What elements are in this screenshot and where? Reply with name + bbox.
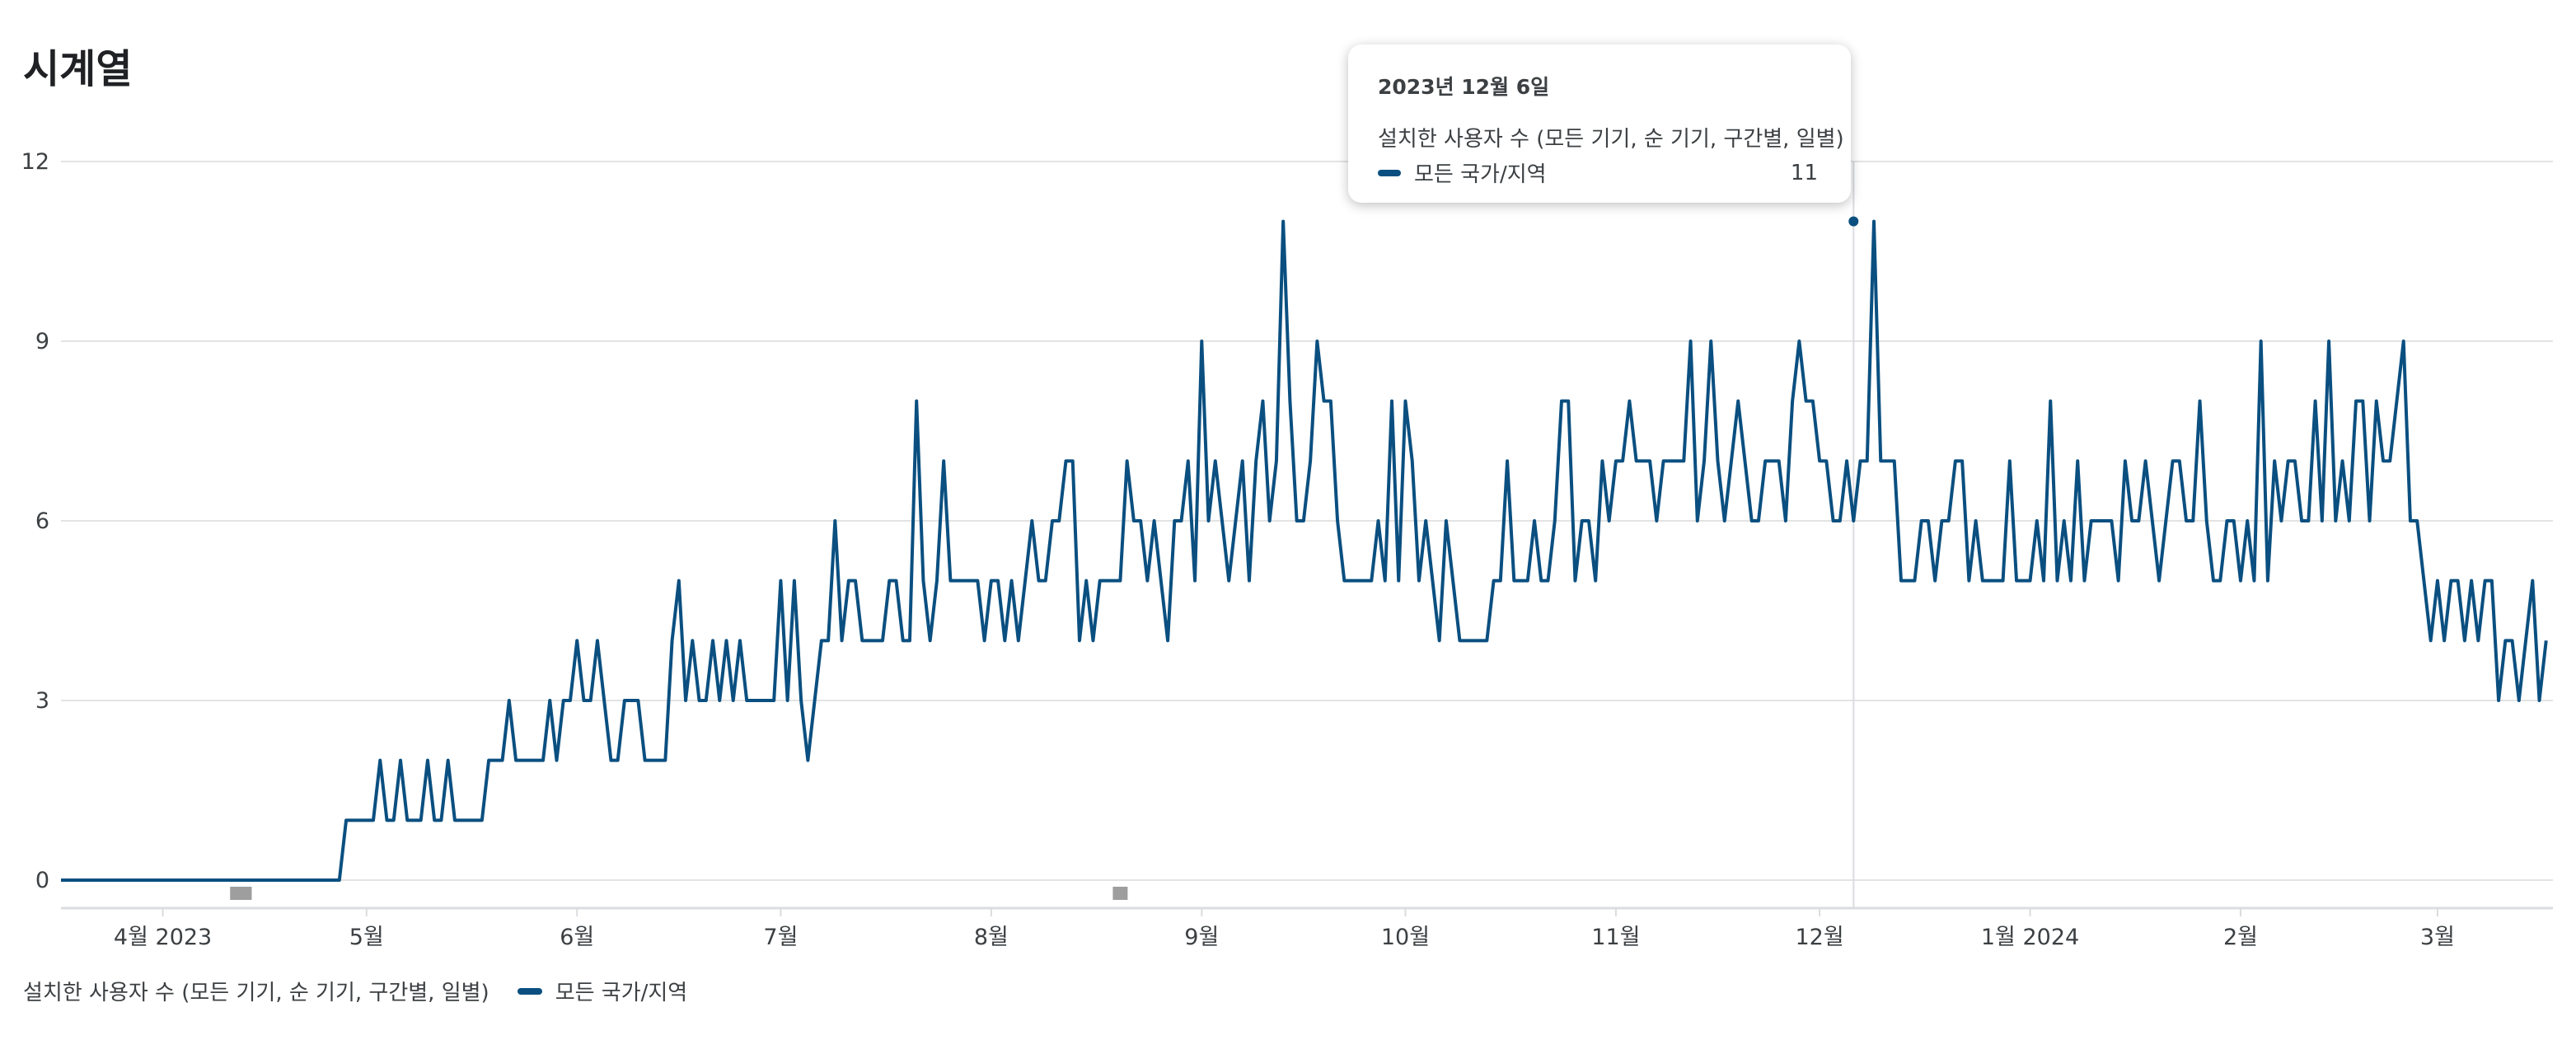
x-tick-label: 5월 xyxy=(349,925,384,950)
x-tick-label: 2월 xyxy=(2223,925,2258,950)
tooltip-row: 모든 국가/지역 11 xyxy=(1378,157,1821,188)
x-tick-label: 7월 xyxy=(763,925,798,950)
tooltip-date: 2023년 12월 6일 xyxy=(1378,75,1550,99)
y-tick-label: 12 xyxy=(21,149,49,175)
y-tick-label: 0 xyxy=(35,868,49,893)
x-tick-label: 12월 xyxy=(1796,925,1844,950)
tooltip-series-swatch xyxy=(1378,169,1401,176)
x-tick-label: 4월 2023 xyxy=(114,925,212,950)
y-axis-ticks: 0 3 6 9 12 xyxy=(21,149,49,893)
x-tick-label: 1월 2024 xyxy=(1981,925,2079,950)
x-tick-label: 8월 xyxy=(974,925,1009,950)
legend-series-swatch xyxy=(517,987,542,995)
tooltip-value: 11 xyxy=(1790,160,1818,185)
grid-lines xyxy=(61,161,2553,910)
chart-tooltip: 2023년 12월 6일 설치한 사용자 수 (모든 기기, 순 기기, 구간별… xyxy=(1348,45,1851,203)
series-line[interactable] xyxy=(61,219,2548,882)
annotation-marker[interactable] xyxy=(237,887,252,900)
hover-point xyxy=(1848,216,1859,227)
y-tick-label: 3 xyxy=(35,688,49,714)
x-tick-label: 6월 xyxy=(560,925,594,950)
tooltip-metric: 설치한 사용자 수 (모든 기기, 순 기기, 구간별, 일별) xyxy=(1378,127,1844,152)
x-tick-label: 3월 xyxy=(2420,925,2455,950)
annotation-markers[interactable] xyxy=(230,887,1128,900)
chart-legend[interactable]: 설치한 사용자 수 (모든 기기, 순 기기, 구간별, 일별) 모든 국가/지… xyxy=(23,976,687,1006)
legend-metric-label: 설치한 사용자 수 (모든 기기, 순 기기, 구간별, 일별) xyxy=(23,981,489,1005)
x-tick-label: 11월 xyxy=(1591,925,1640,950)
x-tick-label: 9월 xyxy=(1184,925,1219,950)
y-tick-label: 6 xyxy=(35,508,49,534)
page-title: 시계열 xyxy=(23,46,133,92)
tooltip-series-label: 모든 국가/지역 xyxy=(1414,162,1547,187)
annotation-marker[interactable] xyxy=(1112,887,1128,900)
x-tick-label: 10월 xyxy=(1381,925,1430,950)
x-axis-ticks: 4월 2023 5월 6월 7월 8월 9월 10월 11월 12월 1월 2024 2월 3월 xyxy=(114,908,2455,950)
y-tick-label: 9 xyxy=(35,329,49,354)
legend-series-label[interactable]: 모든 국가/지역 xyxy=(555,981,688,1005)
